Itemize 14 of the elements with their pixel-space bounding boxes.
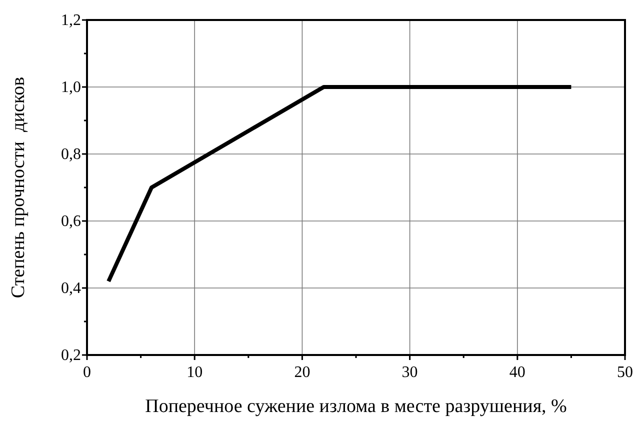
y-tick-label: 0,6 bbox=[61, 213, 81, 230]
x-tick-label: 0 bbox=[83, 364, 91, 381]
y-tick-label: 1,2 bbox=[61, 12, 81, 29]
x-tick-label: 40 bbox=[509, 364, 526, 381]
x-tick-label: 50 bbox=[617, 364, 633, 381]
x-tick-label: 20 bbox=[294, 364, 310, 381]
y-axis-title: Степень прочности дисков bbox=[8, 76, 29, 298]
x-tick-label: 30 bbox=[402, 364, 418, 381]
y-tick-label: 0,4 bbox=[61, 280, 81, 297]
y-tick-label: 0,8 bbox=[61, 146, 81, 163]
x-axis-title: Поперечное сужение излома в месте разрушения, % bbox=[145, 396, 568, 417]
y-tick-label: 0,2 bbox=[61, 347, 81, 364]
y-tick-label: 1,0 bbox=[61, 79, 81, 96]
x-tick-label: 10 bbox=[186, 364, 203, 381]
